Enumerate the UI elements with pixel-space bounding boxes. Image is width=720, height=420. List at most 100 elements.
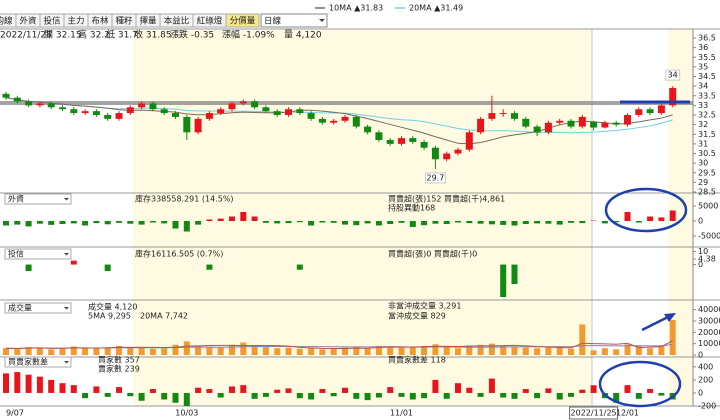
bar: [398, 221, 405, 223]
bar: [534, 221, 541, 224]
candle-body: [2, 93, 10, 98]
candle-body: [285, 109, 292, 115]
bar: [262, 392, 269, 397]
y-tick-label: 31: [698, 139, 708, 148]
tab-label[interactable]: 投信: [43, 16, 61, 27]
bar: [36, 221, 43, 224]
x-tick-label: 9/07: [6, 409, 24, 418]
bar: [206, 264, 213, 270]
annotation-box: [424, 172, 446, 184]
panel-label[interactable]: 成交量: [8, 303, 32, 313]
candle-body: [262, 107, 270, 112]
volume-bar: [545, 347, 552, 355]
candle-body: [352, 116, 360, 127]
volume-bar: [70, 346, 77, 355]
bar: [217, 392, 224, 398]
y-tick-label: 20000: [698, 328, 720, 337]
select-arrow[interactable]: [64, 253, 69, 256]
candle-body: [431, 147, 439, 160]
bar: [488, 221, 495, 225]
panel-label[interactable]: 買賣家數差: [8, 357, 48, 367]
panel-label: 成交量 4,120: [88, 302, 137, 312]
tab-label[interactable]: 紅綠燈: [197, 16, 223, 27]
select-arrow[interactable]: [64, 361, 69, 364]
interval-select[interactable]: [260, 13, 328, 28]
bar: [206, 219, 213, 221]
candle-body: [375, 132, 383, 141]
panel-select[interactable]: [4, 193, 72, 205]
bar: [500, 221, 507, 225]
panel-label[interactable]: 外資: [8, 194, 24, 204]
bar: [387, 387, 394, 393]
bar: [511, 264, 518, 285]
candle-body: [251, 101, 259, 108]
panel-select[interactable]: [4, 302, 72, 314]
tab-label[interactable]: 分價量: [230, 17, 256, 27]
bar: [308, 392, 315, 400]
candle-body: [104, 115, 112, 119]
bar: [421, 392, 428, 399]
tab-label[interactable]: 布林: [91, 16, 109, 27]
panel-select[interactable]: [4, 356, 72, 368]
bar: [138, 221, 145, 225]
panel-label: 庫存338558.291 (14.5%): [135, 194, 234, 204]
bar: [36, 376, 43, 393]
bar: [149, 221, 156, 223]
candle-body: [635, 109, 643, 115]
tab-label[interactable]: 外資: [19, 16, 36, 27]
legend-label: 10MA ▲31.83: [329, 4, 383, 13]
panel-label: 賣家數 239: [98, 364, 140, 374]
bar: [229, 216, 235, 221]
candle-body: [126, 107, 134, 114]
y-tick-label: 29.5: [698, 168, 716, 177]
candle-body: [522, 118, 530, 127]
y-tick-label: 29: [698, 178, 708, 187]
panel-label: 持股異動168: [388, 203, 435, 213]
candle-body: [511, 113, 518, 119]
volume-bar: [477, 344, 484, 355]
low-annotation: 29.7: [426, 173, 444, 182]
panel-label[interactable]: 投信: [8, 249, 24, 259]
bar: [161, 221, 168, 224]
candle-body: [420, 141, 428, 148]
candle-body: [386, 140, 394, 144]
bar: [534, 392, 541, 399]
tab-label[interactable]: 擇量: [139, 16, 157, 27]
volume-bar: [308, 348, 315, 355]
volume-bar: [240, 342, 247, 355]
bar: [127, 392, 134, 397]
tab-label[interactable]: 主力: [67, 16, 84, 27]
select-arrow[interactable]: [64, 198, 69, 201]
bar: [522, 221, 529, 224]
bar: [432, 379, 439, 393]
candle-body: [341, 116, 349, 121]
candle-body: [488, 113, 496, 119]
candle-body: [307, 113, 315, 119]
bar: [556, 392, 563, 400]
info-close: 收 31.85: [134, 29, 172, 41]
bar: [613, 221, 620, 223]
bar: [274, 389, 281, 393]
select-arrow[interactable]: [319, 19, 325, 22]
bar: [342, 221, 348, 225]
bar: [48, 379, 55, 393]
bar: [70, 385, 77, 393]
candle-body: [47, 103, 55, 108]
volume-bar: [274, 348, 281, 355]
bar: [613, 392, 620, 403]
tab[interactable]: [225, 13, 260, 28]
bar: [658, 217, 665, 221]
y-tick-label: 34.5: [698, 72, 716, 81]
interval-label[interactable]: 日線: [264, 16, 282, 27]
select-arrow[interactable]: [64, 307, 69, 310]
panel-label: 庫存16116.505 (0.7%): [135, 249, 223, 259]
volume-bar: [93, 348, 100, 355]
bar: [3, 221, 9, 226]
volume-bar: [319, 349, 326, 355]
panel-select[interactable]: [4, 248, 72, 260]
tab-label[interactable]: 種籽: [115, 16, 133, 27]
tab-label[interactable]: 本益比: [164, 16, 190, 27]
tab-label[interactable]: 均線: [0, 16, 13, 27]
candle-body: [13, 97, 21, 102]
bar: [443, 392, 450, 399]
